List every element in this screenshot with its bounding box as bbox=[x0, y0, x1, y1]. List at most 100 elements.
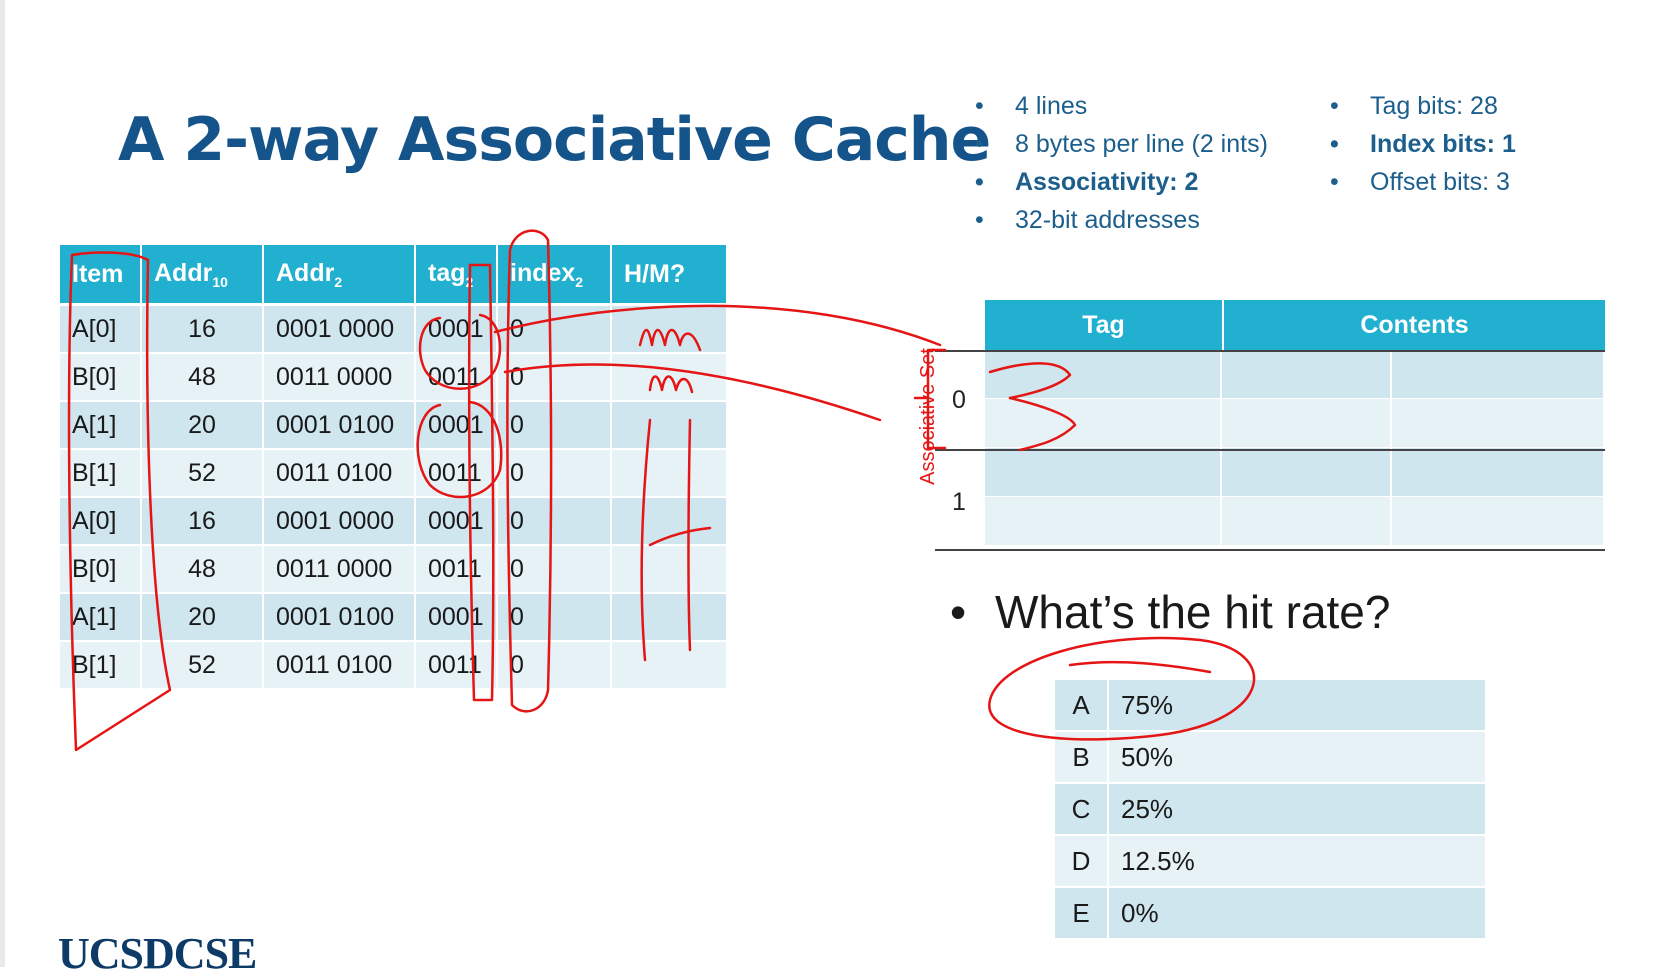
trace-row: A[1] 20 0001 0100 0001 0 bbox=[60, 401, 728, 450]
header-hit-miss: H/M? bbox=[611, 245, 728, 306]
cell-item: B[0] bbox=[60, 353, 142, 402]
header-item: Item bbox=[60, 245, 142, 306]
cell-hit-miss bbox=[611, 593, 728, 642]
cache-params-left: 4 lines 8 bytes per line (2 ints) Associ… bbox=[975, 87, 1268, 239]
cell-addr10: 48 bbox=[141, 545, 264, 594]
cache-line bbox=[985, 399, 1605, 448]
cell-addr10: 52 bbox=[141, 641, 264, 690]
answer-option-c[interactable]: C 25% bbox=[1055, 783, 1485, 836]
access-trace-table: Item Addr10 Addr2 tag2 index2 H/M? A[0] 1… bbox=[60, 245, 728, 690]
cell-tag: 0011 bbox=[415, 449, 498, 498]
cache-line bbox=[985, 350, 1605, 399]
set-divider-middle bbox=[935, 449, 1605, 451]
option-value: 0% bbox=[1108, 887, 1485, 940]
header-tag: tag2 bbox=[415, 245, 498, 306]
bullet-addresses: 32-bit addresses bbox=[975, 201, 1268, 239]
cell-addr10: 20 bbox=[141, 401, 264, 450]
left-border bbox=[0, 0, 5, 967]
ink-answer-underline bbox=[1068, 660, 1212, 674]
associative-set-label: Associative Set bbox=[916, 348, 939, 485]
cell-addr2: 0001 0000 bbox=[263, 497, 416, 546]
cell-index: 0 bbox=[497, 497, 612, 546]
cell-addr10: 16 bbox=[141, 304, 264, 354]
answer-options: A 75% B 50% C 25% D 12.5% E 0% bbox=[1055, 680, 1485, 940]
option-value: 50% bbox=[1108, 731, 1485, 784]
trace-row: B[0] 48 0011 0000 0011 0 bbox=[60, 545, 728, 594]
cell-addr2: 0001 0000 bbox=[263, 304, 416, 354]
cell-addr10: 48 bbox=[141, 353, 264, 402]
cell-item: A[0] bbox=[60, 304, 142, 354]
cell-hit-miss bbox=[611, 641, 728, 690]
answer-option-e[interactable]: E 0% bbox=[1055, 887, 1485, 940]
cache-line bbox=[985, 497, 1605, 546]
trace-row: A[0] 16 0001 0000 0001 0 bbox=[60, 497, 728, 546]
trace-row: A[0] 16 0001 0000 0001 0 bbox=[60, 304, 728, 354]
set-divider-top bbox=[935, 350, 1605, 352]
option-letter: C bbox=[1055, 783, 1109, 836]
answer-option-a[interactable]: A 75% bbox=[1055, 680, 1485, 732]
header-addr2: Addr2 bbox=[263, 245, 416, 306]
cache-header: Tag Contents bbox=[985, 300, 1605, 350]
bullet-tag-bits: Tag bits: 28 bbox=[1330, 87, 1516, 125]
cell-hit-miss bbox=[611, 545, 728, 594]
set-divider-bottom bbox=[935, 549, 1605, 551]
cell-addr10: 16 bbox=[141, 497, 264, 546]
option-letter: A bbox=[1055, 680, 1109, 732]
cell-tag: 0001 bbox=[415, 497, 498, 546]
cell-item: A[1] bbox=[60, 593, 142, 642]
cell-tag: 0001 bbox=[415, 593, 498, 642]
cell-addr10: 52 bbox=[141, 449, 264, 498]
cell-index: 0 bbox=[497, 593, 612, 642]
cell-index: 0 bbox=[497, 641, 612, 690]
cell-item: A[0] bbox=[60, 497, 142, 546]
question-text: What’s the hit rate? bbox=[950, 585, 1390, 639]
set-label-0: 0 bbox=[952, 386, 966, 414]
trace-row: B[1] 52 0011 0100 0011 0 bbox=[60, 641, 728, 690]
header-addr10: Addr10 bbox=[141, 245, 264, 306]
bullet-lines: 4 lines bbox=[975, 87, 1268, 125]
answer-option-d[interactable]: D 12.5% bbox=[1055, 835, 1485, 888]
bullet-offset-bits: Offset bits: 3 bbox=[1330, 163, 1516, 201]
cache-line bbox=[985, 448, 1605, 497]
option-value: 75% bbox=[1108, 680, 1485, 732]
cell-item: B[1] bbox=[60, 641, 142, 690]
cell-index: 0 bbox=[497, 401, 612, 450]
cell-addr2: 0011 0100 bbox=[263, 449, 416, 498]
cell-index: 0 bbox=[497, 304, 612, 354]
cell-item: B[1] bbox=[60, 449, 142, 498]
cell-tag: 0001 bbox=[415, 304, 498, 354]
cell-tag: 0011 bbox=[415, 353, 498, 402]
cell-hit-miss bbox=[611, 353, 728, 402]
ucsd-cse-logo: UCSDCSE bbox=[58, 929, 257, 978]
cell-hit-miss bbox=[611, 497, 728, 546]
option-letter: B bbox=[1055, 731, 1109, 784]
option-letter: E bbox=[1055, 887, 1109, 940]
cell-index: 0 bbox=[497, 545, 612, 594]
cell-item: A[1] bbox=[60, 401, 142, 450]
cell-addr2: 0001 0100 bbox=[263, 401, 416, 450]
cell-tag: 0011 bbox=[415, 545, 498, 594]
cell-addr2: 0011 0000 bbox=[263, 353, 416, 402]
option-letter: D bbox=[1055, 835, 1109, 888]
answer-option-b[interactable]: B 50% bbox=[1055, 731, 1485, 784]
cache-header-tag: Tag bbox=[985, 300, 1224, 350]
cell-addr2: 0011 0100 bbox=[263, 641, 416, 690]
cell-addr10: 20 bbox=[141, 593, 264, 642]
cache-header-contents: Contents bbox=[1360, 310, 1469, 339]
bullet-bytes: 8 bytes per line (2 ints) bbox=[975, 125, 1268, 163]
cell-hit-miss bbox=[611, 401, 728, 450]
option-value: 12.5% bbox=[1108, 835, 1485, 888]
trace-row: A[1] 20 0001 0100 0001 0 bbox=[60, 593, 728, 642]
cell-addr2: 0011 0000 bbox=[263, 545, 416, 594]
cell-addr2: 0001 0100 bbox=[263, 593, 416, 642]
cell-hit-miss bbox=[611, 304, 728, 354]
cell-index: 0 bbox=[497, 449, 612, 498]
option-value: 25% bbox=[1108, 783, 1485, 836]
header-index: index2 bbox=[497, 245, 612, 306]
cell-hit-miss bbox=[611, 449, 728, 498]
cell-item: B[0] bbox=[60, 545, 142, 594]
cell-tag: 0011 bbox=[415, 641, 498, 690]
cache-params-right: Tag bits: 28 Index bits: 1 Offset bits: … bbox=[1330, 87, 1516, 201]
trace-row: B[0] 48 0011 0000 0011 0 bbox=[60, 353, 728, 402]
